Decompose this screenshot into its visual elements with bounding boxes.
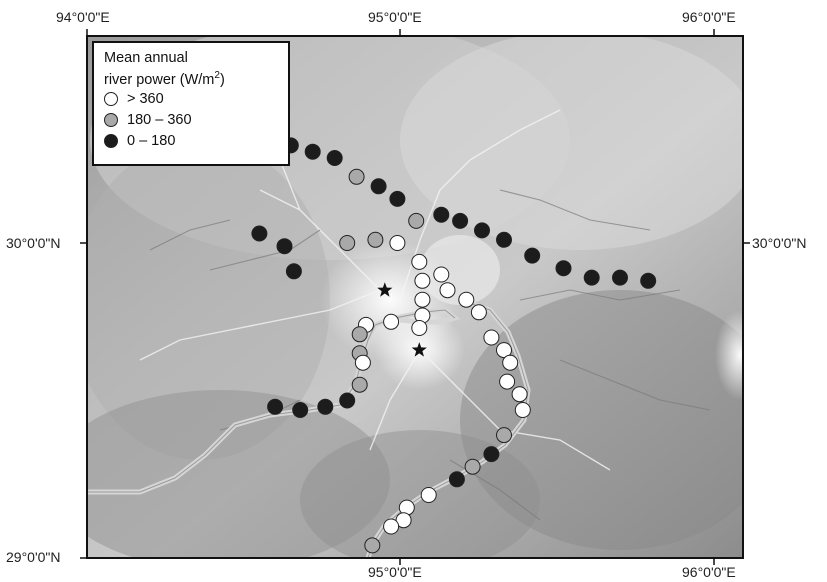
river-power-point-mid bbox=[408, 212, 425, 229]
river-power-point-low bbox=[326, 150, 343, 166]
peak-star-icon bbox=[411, 342, 427, 357]
river-power-point-high bbox=[395, 512, 412, 529]
river-power-point-low bbox=[612, 269, 628, 286]
river-power-point-high bbox=[411, 253, 428, 270]
river-power-point-high bbox=[414, 272, 431, 289]
river-power-point-low bbox=[370, 178, 387, 195]
left-tick-label-29n: 29°0'0"N bbox=[6, 549, 61, 565]
river-power-point-low bbox=[496, 231, 512, 248]
legend-title-line1: Mean annual bbox=[104, 50, 188, 66]
river-power-point-low bbox=[452, 212, 469, 229]
river-power-point-low bbox=[555, 260, 572, 277]
river-power-point-low bbox=[267, 398, 284, 415]
legend-item-low: 0 – 180 bbox=[104, 131, 278, 152]
river-power-point-high bbox=[383, 518, 400, 535]
river-power-point-mid bbox=[351, 326, 368, 343]
river-power-point-low bbox=[276, 238, 293, 255]
map-frame bbox=[86, 35, 744, 559]
legend-item-high: > 360 bbox=[104, 89, 278, 110]
legend-title-text: river power (W/m bbox=[104, 71, 215, 88]
top-tick-label-96e: 96°0'0"E bbox=[682, 9, 736, 25]
river-power-point-high bbox=[511, 386, 528, 403]
river-power-point-high bbox=[433, 266, 450, 283]
river-power-point-low bbox=[317, 398, 334, 415]
river-power-point-low bbox=[292, 402, 309, 418]
river-power-point-low bbox=[448, 471, 465, 488]
top-tick-label-94e: 94°0'0"E bbox=[56, 9, 110, 25]
river-power-point-high bbox=[499, 373, 516, 390]
river-power-point-low bbox=[474, 222, 490, 239]
river-power-point-high bbox=[496, 342, 512, 359]
legend-item-label: 0 – 180 bbox=[127, 133, 176, 150]
river-power-point-low bbox=[304, 143, 321, 160]
bottom-tick-label-95e: 95°0'0"E bbox=[368, 564, 422, 580]
white-circle-icon bbox=[104, 92, 118, 107]
river-power-point-high bbox=[502, 354, 519, 371]
river-power-point-mid bbox=[464, 458, 481, 475]
left-tick-label-30n: 30°0'0"N bbox=[6, 235, 61, 251]
river-power-point-high bbox=[420, 487, 437, 503]
river-power-point-low bbox=[285, 263, 302, 280]
river-power-point-high bbox=[354, 354, 371, 371]
peak-star-icon bbox=[377, 282, 393, 297]
river-power-point-mid bbox=[339, 235, 356, 251]
river-power-point-high bbox=[470, 304, 487, 321]
river-power-point-high bbox=[389, 235, 406, 251]
river-power-point-high bbox=[439, 282, 456, 299]
map-legend: Mean annual river power (W/m2) > 360 180… bbox=[92, 41, 290, 166]
river-power-point-mid bbox=[348, 168, 365, 185]
graticule-ticks bbox=[80, 29, 750, 565]
right-tick-label-30n: 30°0'0"N bbox=[752, 235, 807, 251]
river-power-point-mid bbox=[351, 376, 368, 393]
river-power-point-mid bbox=[367, 231, 384, 248]
legend-title-close: ) bbox=[219, 71, 225, 88]
river-power-point-mid bbox=[364, 537, 381, 554]
river-power-point-high bbox=[411, 320, 428, 336]
river-power-point-high bbox=[383, 313, 400, 330]
legend-item-mid: 180 – 360 bbox=[104, 110, 278, 131]
river-power-point-mid bbox=[496, 427, 512, 444]
river-power-point-high bbox=[483, 329, 500, 346]
river-power-point-high bbox=[414, 291, 431, 308]
river-power-point-low bbox=[389, 190, 406, 207]
river-power-point-low bbox=[640, 272, 657, 289]
river-power-point-low bbox=[583, 269, 600, 286]
river-power-point-low bbox=[433, 206, 450, 223]
river-power-points bbox=[251, 137, 657, 554]
river-power-point-low bbox=[339, 392, 356, 409]
legend-title-line2: river power (W/m2) bbox=[104, 67, 278, 89]
gray-circle-icon bbox=[104, 113, 118, 128]
river-power-point-low bbox=[483, 446, 500, 463]
peak-markers bbox=[377, 282, 427, 357]
river-power-point-low bbox=[524, 247, 541, 264]
river-power-point-low bbox=[251, 225, 268, 242]
top-tick-label-95e: 95°0'0"E bbox=[368, 9, 422, 25]
legend-title-superscript: 2 bbox=[214, 70, 220, 81]
bottom-tick-label-96e: 96°0'0"E bbox=[682, 564, 736, 580]
legend-item-label: > 360 bbox=[127, 91, 164, 108]
black-circle-icon bbox=[104, 134, 118, 149]
legend-item-label: 180 – 360 bbox=[127, 112, 192, 129]
river-power-point-high bbox=[514, 402, 531, 418]
river-power-point-high bbox=[458, 291, 475, 308]
terrain-layer bbox=[87, 36, 743, 558]
